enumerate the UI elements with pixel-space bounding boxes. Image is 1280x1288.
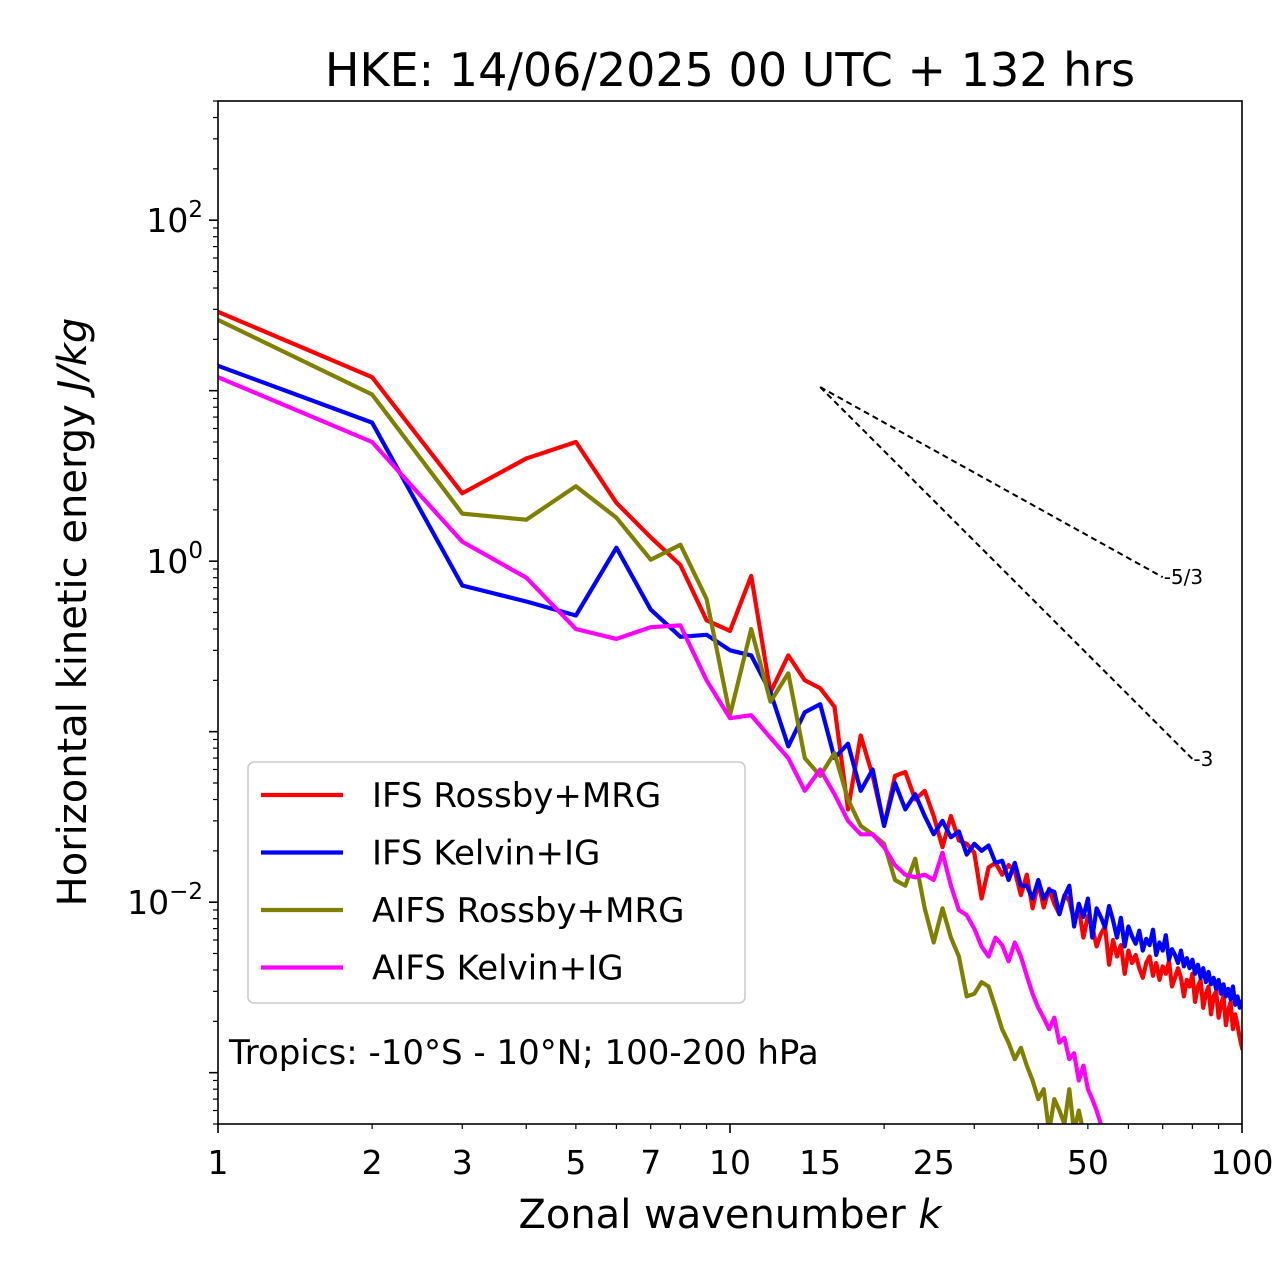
y-axis-label-text: Horizontal kinetic energy: [50, 404, 96, 906]
x-axis-label-text: Zonal wavenumber: [518, 1192, 906, 1238]
y-axis-label: Horizontal kinetic energy J/kg: [50, 318, 96, 907]
y-tick-label: 10−2: [127, 879, 203, 922]
x-tick-label: 100: [1211, 1143, 1274, 1182]
x-axis-label-symbol: k: [918, 1192, 943, 1238]
legend-label-aifs-kelvin-ig: AIFS Kelvin+IG: [372, 949, 624, 989]
x-tick-label: 15: [799, 1143, 841, 1182]
legend-label-aifs-rossby-mrg: AIFS Rossby+MRG: [372, 891, 684, 931]
series-layer: [218, 309, 1242, 1124]
region-annotation: Tropics: -10°S - 10°N; 100-200 hPa: [228, 1033, 819, 1073]
x-tick-label: 5: [565, 1143, 586, 1182]
x-tick-label: 3: [452, 1143, 473, 1182]
x-axis-ticks: 1 2 3 5 7 10 15 25 50 100: [208, 1124, 1274, 1182]
legend-label-ifs-rossby-mrg: IFS Rossby+MRG: [372, 776, 661, 816]
x-tick-label: 2: [362, 1143, 383, 1182]
reference-slope-line: [819, 386, 1164, 579]
x-tick-label: 50: [1067, 1143, 1109, 1182]
legend-box: [247, 761, 746, 1004]
reference-slopes: -5/3 -3: [819, 386, 1213, 771]
legend-items: IFS Rossby+MRG IFS Kelvin+IG AIFS Rossby+M…: [261, 776, 684, 989]
series-line-ifs-kelvin-ig: [218, 363, 1242, 1010]
legend: IFS Rossby+MRG IFS Kelvin+IG AIFS Rossby+M…: [247, 761, 746, 1004]
y-tick-label: 102: [146, 197, 203, 240]
series-line-aifs-kelvin-ig: [218, 374, 1103, 1124]
y-axis-label-units: J/kg: [50, 318, 96, 399]
x-tick-label: 10: [709, 1143, 751, 1182]
x-tick-label: 1: [208, 1143, 229, 1182]
legend-label-ifs-kelvin-ig: IFS Kelvin+IG: [372, 834, 600, 874]
y-tick-label: 100: [146, 538, 203, 581]
series-line-aifs-rossby-mrg: [218, 317, 1084, 1124]
reference-slope-label: -3: [1193, 747, 1213, 771]
reference-slope-line: [819, 386, 1194, 760]
x-tick-label: 25: [913, 1143, 955, 1182]
x-axis-label: Zonal wavenumber k: [518, 1192, 943, 1238]
chart-title: HKE: 14/06/2025 00 UTC + 132 hrs: [325, 43, 1135, 97]
x-tick-label: 7: [640, 1143, 661, 1182]
reference-slope-label: -5/3: [1164, 565, 1203, 589]
y-axis-ticks: 10−2 100 102: [127, 100, 218, 1125]
